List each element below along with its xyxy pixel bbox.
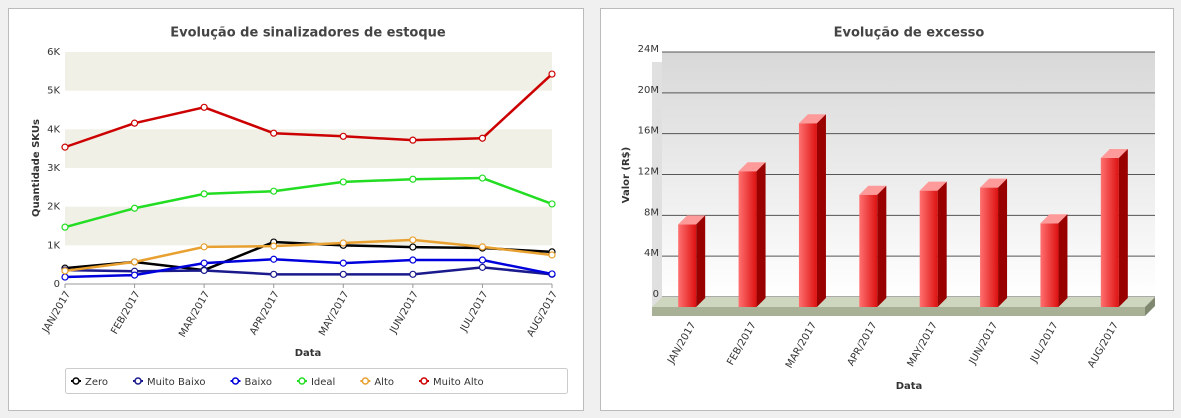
point bbox=[270, 242, 278, 250]
bar bbox=[678, 224, 697, 307]
point bbox=[130, 204, 139, 212]
point bbox=[478, 243, 487, 251]
legend-swatch bbox=[298, 377, 306, 385]
point bbox=[409, 175, 417, 183]
y-tick-label: 5K bbox=[47, 86, 60, 97]
point bbox=[478, 174, 487, 182]
bar bbox=[738, 171, 757, 307]
y-tick-label: 0 bbox=[653, 289, 659, 300]
point bbox=[548, 251, 556, 259]
point bbox=[200, 243, 208, 251]
y-tick-label: 2K bbox=[47, 202, 60, 213]
bar-side bbox=[877, 185, 887, 307]
series-line bbox=[64, 73, 553, 149]
bar bbox=[859, 194, 878, 307]
y-tick-label: 24M bbox=[638, 44, 659, 55]
legend-swatch bbox=[231, 377, 240, 385]
legend-swatch bbox=[134, 377, 142, 385]
y-tick-label: 20M bbox=[638, 85, 659, 96]
point bbox=[339, 132, 347, 140]
point bbox=[409, 236, 417, 244]
bar bbox=[1100, 157, 1119, 307]
series-line bbox=[64, 176, 553, 229]
point bbox=[270, 255, 278, 263]
floor-front bbox=[652, 307, 1145, 316]
point bbox=[339, 239, 347, 247]
point bbox=[200, 266, 208, 275]
bar-side bbox=[816, 114, 826, 307]
y-tick-label: 6K bbox=[47, 47, 60, 58]
bar bbox=[1040, 223, 1059, 307]
point bbox=[200, 190, 208, 198]
point bbox=[548, 200, 556, 208]
series-line bbox=[64, 238, 553, 273]
chart-title: Evolução de sinalizadores de estoque bbox=[170, 26, 446, 41]
point bbox=[548, 270, 556, 278]
y-tick-label: 12M bbox=[638, 167, 659, 178]
y-tick-label: 3K bbox=[47, 163, 60, 174]
point bbox=[409, 136, 417, 144]
x-axis-title: Data bbox=[896, 381, 923, 392]
point bbox=[270, 187, 278, 195]
point bbox=[548, 70, 556, 78]
grid-band bbox=[65, 206, 552, 246]
point bbox=[270, 129, 278, 137]
legend-label: Baixo bbox=[244, 377, 272, 388]
floor-side bbox=[1145, 297, 1155, 316]
y-tick-label: 4M bbox=[644, 248, 659, 259]
y-tick-label: 16M bbox=[638, 126, 659, 137]
legend-label: Zero bbox=[85, 377, 108, 388]
series-line bbox=[64, 258, 553, 279]
point bbox=[200, 259, 208, 267]
point bbox=[130, 258, 139, 266]
bar-side bbox=[696, 215, 706, 307]
legend-swatch bbox=[361, 377, 370, 385]
bar-side bbox=[1118, 148, 1128, 307]
bar-side bbox=[937, 181, 947, 307]
y-tick-label: 8M bbox=[644, 207, 659, 218]
point bbox=[339, 270, 347, 278]
point bbox=[200, 103, 208, 111]
legend-label: Alto bbox=[374, 377, 394, 388]
y-tick-label: 0 bbox=[54, 279, 60, 290]
bar bbox=[980, 187, 999, 307]
point bbox=[478, 134, 487, 142]
point bbox=[270, 270, 278, 278]
bar-side bbox=[756, 162, 766, 307]
point bbox=[61, 143, 69, 151]
legend-swatch bbox=[420, 377, 428, 385]
point bbox=[409, 256, 417, 264]
series-line bbox=[64, 266, 553, 276]
point bbox=[478, 263, 487, 271]
point bbox=[478, 256, 487, 264]
legend-label: Ideal bbox=[311, 377, 335, 388]
point bbox=[339, 178, 347, 186]
point bbox=[130, 119, 139, 127]
bar-side bbox=[1058, 214, 1068, 307]
grid-band bbox=[65, 52, 552, 91]
bar bbox=[919, 190, 938, 307]
plot-wall-side bbox=[652, 62, 662, 307]
legend-box bbox=[65, 368, 568, 394]
bar bbox=[798, 123, 817, 307]
legend-label: Muito Alto bbox=[433, 377, 484, 388]
point bbox=[61, 267, 69, 275]
point bbox=[409, 243, 417, 251]
point bbox=[409, 270, 417, 278]
point bbox=[130, 271, 139, 279]
y-tick-label: 1K bbox=[47, 240, 60, 251]
x-axis-title: Data bbox=[295, 348, 322, 359]
point bbox=[339, 259, 347, 267]
point bbox=[61, 223, 69, 231]
floor-top bbox=[652, 297, 1155, 307]
y-tick-label: 4K bbox=[47, 124, 60, 135]
legend-label: Muito Baixo bbox=[147, 377, 205, 388]
bar-side bbox=[998, 178, 1008, 307]
y-axis-title: Quantidade SKUs bbox=[31, 119, 42, 217]
point bbox=[61, 273, 69, 281]
chart-title: Evolução de excesso bbox=[834, 26, 985, 41]
legend-swatch bbox=[72, 377, 80, 385]
y-axis-title: Valor (R$) bbox=[621, 147, 632, 203]
